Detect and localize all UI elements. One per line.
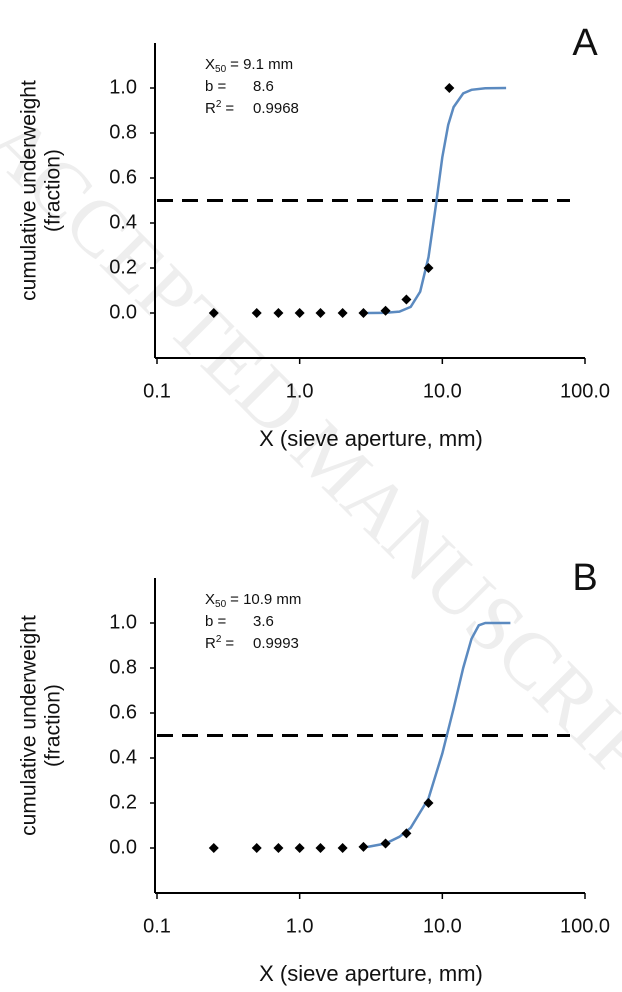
x-tick-label: 0.1 [143,915,171,937]
y-tick-label: 0.0 [109,301,137,323]
y-tick-label: 0.6 [109,701,137,723]
annotation-text: = [225,635,234,652]
y-tick-label: 0.8 [109,121,137,143]
annotation-subscript: 50 [215,599,227,610]
annotation-symbol: X [205,56,215,73]
data-point [337,308,348,318]
panel-label: A [572,22,598,64]
x-axis-label: X (sieve aperture, mm) [259,426,483,451]
x-tick-label: 1.0 [286,380,314,402]
annotation-value: 3.6 [253,613,274,630]
y-axis-label: (fraction) [42,149,65,232]
data-point [315,843,326,853]
annotation: R2 = 0.9993 [205,634,299,652]
data-point [294,843,305,853]
annotation-text: = 10.9 mm [230,591,301,608]
y-tick-label: 0.6 [109,166,137,188]
x-tick-label: 0.1 [143,380,171,402]
y-tick-label: 1.0 [109,76,137,98]
data-point [423,263,434,273]
annotation: R2 = 0.9968 [205,99,299,117]
y-tick-label: 0.2 [109,256,137,278]
y-axis-label: cumulative underweight [18,615,41,836]
data-point [423,798,434,808]
x-axis-label: X (sieve aperture, mm) [259,961,483,986]
fit-curve [367,86,507,315]
annotation-symbol: X [205,591,215,608]
annotation-value: 0.9968 [253,100,299,117]
y-tick-label: 0.0 [109,836,137,858]
data-point [337,843,348,853]
data-point [401,828,412,839]
annotation-text: b = [205,78,227,95]
data-point [251,308,262,318]
data-point [273,843,284,853]
data-point [380,838,391,849]
y-axis-label: cumulative underweight [18,80,41,301]
data-point [358,841,369,852]
annotation-superscript: 2 [216,99,222,110]
data-point [251,843,262,853]
panel-label: B [572,557,597,599]
annotation-text: = 9.1 mm [230,56,293,73]
data-point [208,308,219,318]
y-tick-label: 0.4 [109,211,137,233]
annotation-text: b = [205,613,227,630]
annotation-superscript: 2 [216,634,222,645]
x-tick-label: 100.0 [560,380,610,402]
y-axis-label: (fraction) [42,684,65,767]
annotation-value: 0.9993 [253,635,299,652]
data-point [208,843,219,853]
x-tick-label: 10.0 [423,380,462,402]
x-tick-label: 1.0 [286,915,314,937]
annotation: X50 = 9.1 mm [205,56,293,75]
annotation-subscript: 50 [215,64,227,75]
y-tick-label: 0.8 [109,656,137,678]
annotation: b = 3.6 [205,613,274,630]
data-point [273,308,284,318]
data-point [444,83,455,93]
annotation: b = 8.6 [205,78,274,95]
y-tick-label: 0.2 [109,791,137,813]
annotation-symbol: R [205,635,216,652]
annotation-text: = [225,100,234,117]
annotation: X50 = 10.9 mm [205,591,301,610]
watermark: ACCEPTED MANUSCRIPT [0,98,622,831]
fit-curve [367,621,511,849]
data-point [380,305,391,316]
data-point [401,294,412,305]
x-tick-label: 100.0 [560,915,610,937]
annotation-value: 8.6 [253,78,274,95]
y-tick-label: 0.4 [109,746,137,768]
annotation-symbol: R [205,100,216,117]
data-point [315,308,326,318]
data-point [294,308,305,318]
data-point [358,308,369,318]
y-tick-label: 1.0 [109,611,137,633]
x-tick-label: 10.0 [423,915,462,937]
